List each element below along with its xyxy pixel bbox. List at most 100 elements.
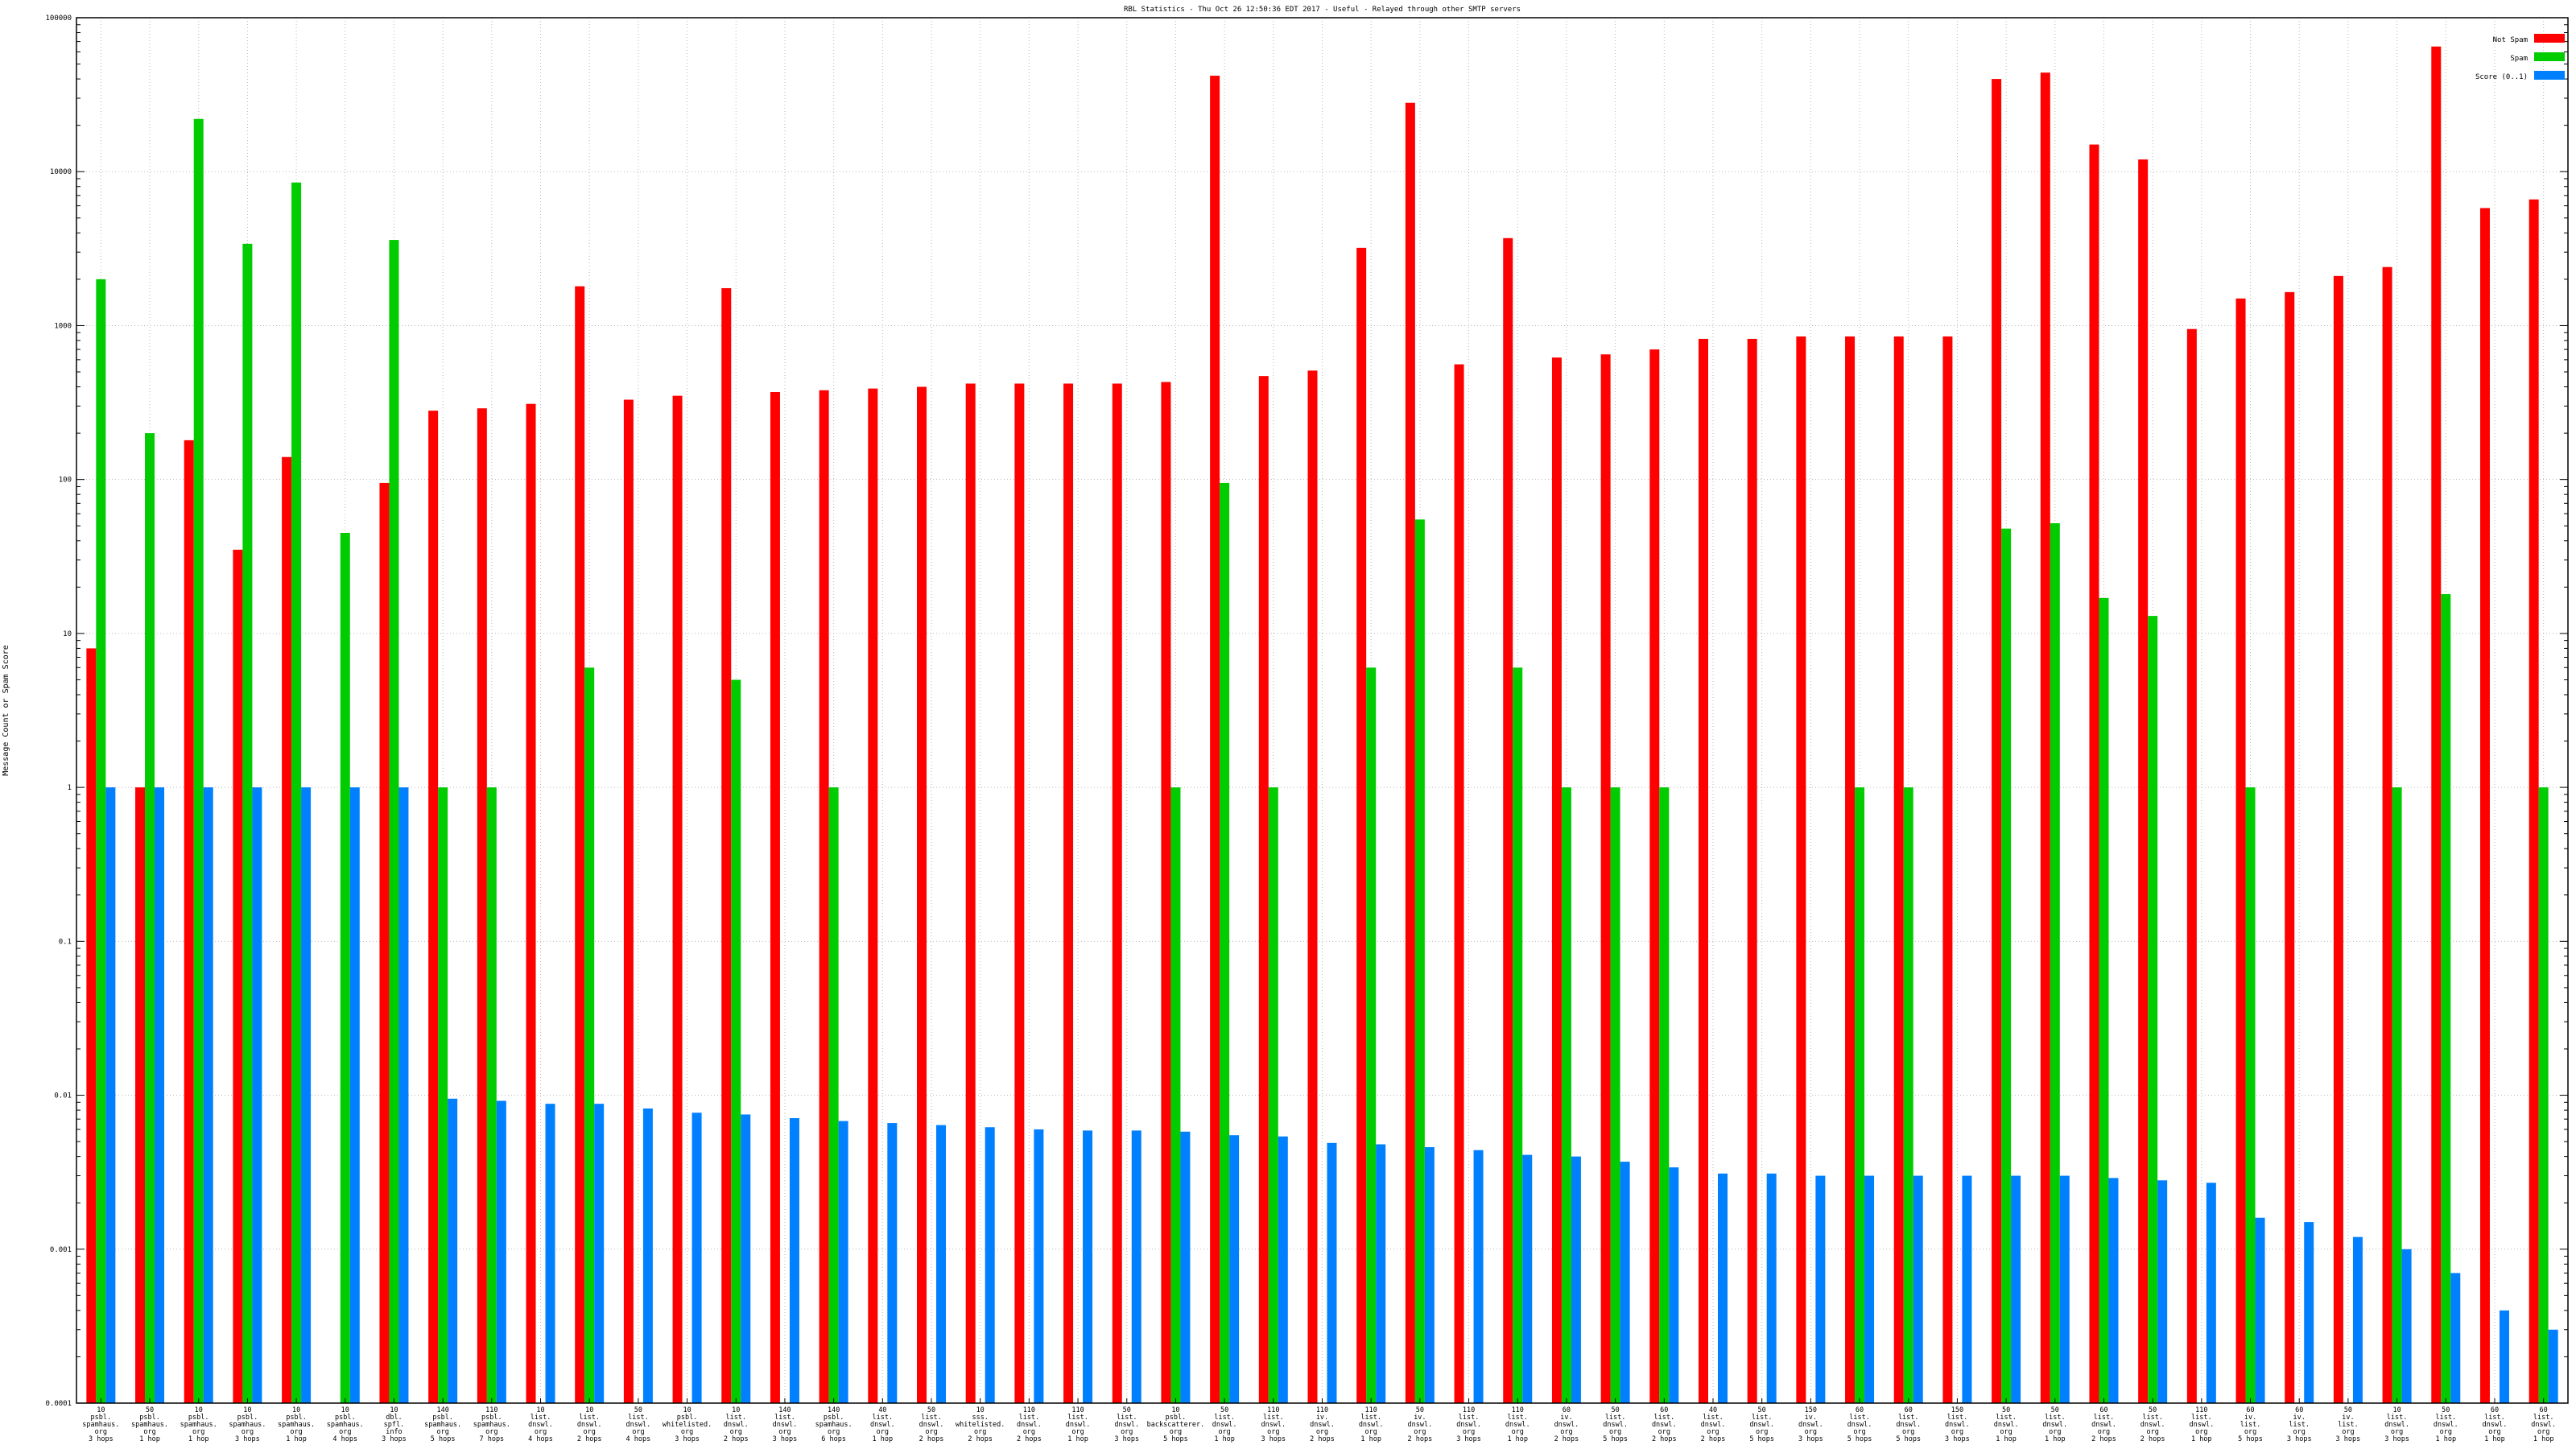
bar-score-0-1: [398, 787, 409, 1403]
x-category-label-line: dnswl.: [1212, 1421, 1237, 1429]
x-category-label: 50 psbl. spamhaus. org 1 hop: [131, 1406, 168, 1443]
x-category-label-line: spfl.: [384, 1421, 405, 1429]
bar-not-spam: [917, 386, 927, 1403]
x-category-label-line: list.: [1996, 1414, 2017, 1422]
bar-spam: [1220, 482, 1230, 1403]
x-category-label: 50 list. dnswl. org 1 hop: [2434, 1406, 2458, 1443]
x-category-label-line: psbl.: [237, 1414, 258, 1422]
x-category-label-line: backscatterer.: [1147, 1421, 1205, 1429]
x-category-label-line: 110: [1267, 1406, 1279, 1414]
bar-score-0-1: [349, 787, 360, 1403]
bar-score-0-1: [1180, 1131, 1191, 1403]
bar-not-spam: [2479, 208, 2490, 1403]
x-category-label-line: 110: [1023, 1406, 1035, 1414]
x-category-label-line: 10: [390, 1406, 398, 1414]
bar-not-spam: [1600, 354, 1611, 1403]
x-category-label-line: list.: [1117, 1414, 1137, 1422]
x-category-label: 10 psbl. backscatterer. org 5 hops: [1147, 1406, 1205, 1443]
x-category-label: 50 list. dnswl. org 1 hop: [1994, 1406, 2019, 1443]
bar-not-spam: [623, 399, 634, 1404]
x-category-label-line: list.: [2338, 1421, 2359, 1429]
x-category-label-line: list.: [1605, 1414, 1626, 1422]
x-category-label-line: 140: [778, 1406, 791, 1414]
x-category-label: 110 list. dnswl. org 1 hop: [1066, 1406, 1091, 1443]
legend-swatch: [2534, 52, 2565, 61]
x-category-label-line: dnswl.: [2042, 1421, 2067, 1429]
bar-not-spam: [2040, 72, 2050, 1403]
bar-spam: [2441, 594, 2451, 1403]
bar-not-spam: [672, 395, 683, 1403]
bar-score-0-1: [448, 1098, 458, 1403]
x-category-label-line: iv.: [1414, 1414, 1426, 1422]
bar-not-spam: [1551, 357, 1562, 1403]
x-category-label-line: 10: [97, 1406, 105, 1414]
bar-not-spam: [379, 482, 390, 1403]
x-category-label-line: 60: [2491, 1406, 2499, 1414]
bar-not-spam: [1356, 247, 1367, 1404]
x-category-label-line: psbl.: [824, 1414, 844, 1422]
x-category-label-line: 1 hop: [1360, 1435, 1381, 1443]
x-category-label-line: 60: [2099, 1406, 2107, 1414]
x-category-label-line: 60: [2246, 1406, 2254, 1414]
x-category-label-line: dnswl.: [1310, 1421, 1335, 1429]
x-category-label-line: dnswl.: [1945, 1421, 1970, 1429]
bar-score-0-1: [252, 787, 262, 1403]
x-category-label-line: 50: [927, 1406, 935, 1414]
x-category-label: 150 list. dnswl. org 3 hops: [1945, 1406, 1970, 1443]
x-category-label-line: org: [2391, 1428, 2403, 1436]
x-category-label-line: org: [2488, 1428, 2500, 1436]
x-category-label-line: 5 hops: [1896, 1435, 1921, 1443]
x-category-label-line: dnswl.: [1066, 1421, 1091, 1429]
x-category-label-line: 3 hops: [1114, 1435, 1139, 1443]
x-category-label-line: psbl.: [139, 1414, 160, 1422]
x-category-label: 10 psbl. whitelisted. org 3 hops: [663, 1406, 712, 1443]
x-category-label-line: 10: [341, 1406, 349, 1414]
x-category-label: 40 list. dnswl. org 2 hops: [1701, 1406, 1726, 1443]
x-category-label-line: 3 hops: [1456, 1435, 1481, 1443]
x-category-label-line: 110: [1463, 1406, 1475, 1414]
x-category-label-line: list.: [1947, 1414, 1968, 1422]
x-category-label-line: 50: [146, 1406, 154, 1414]
x-category-label-line: 50: [2051, 1406, 2059, 1414]
x-category-label-line: 1 hop: [286, 1435, 307, 1443]
bar-score-0-1: [155, 787, 165, 1403]
bar-spam: [1414, 519, 1425, 1403]
x-category-label-line: list.: [774, 1414, 795, 1422]
x-category-label-line: whitelisted.: [663, 1421, 712, 1429]
bar-not-spam: [1161, 382, 1171, 1403]
x-category-label-line: 5 hops: [2238, 1435, 2263, 1443]
x-category-label: 10 list. dnswl. org 2 hops: [724, 1406, 749, 1443]
bar-spam: [291, 182, 302, 1404]
bar-spam: [1855, 787, 1865, 1403]
x-category-label-line: spamhaus.: [82, 1421, 119, 1429]
x-category-label-line: dnswl.: [1505, 1421, 1530, 1429]
bar-score-0-1: [1083, 1130, 1093, 1403]
x-category-label-line: spamhaus.: [180, 1421, 217, 1429]
bar-score-0-1: [301, 787, 312, 1403]
bar-spam: [2001, 528, 2012, 1404]
bar-spam: [2392, 787, 2402, 1403]
y-tick-label: 100000: [45, 14, 72, 23]
legend-label: Spam: [2510, 55, 2528, 63]
x-category-label-line: org: [1707, 1428, 1719, 1436]
x-category-label-line: 10: [292, 1406, 300, 1414]
x-category-label-line: org: [2098, 1428, 2110, 1436]
x-category-label-line: 10: [732, 1406, 740, 1414]
bar-score-0-1: [2157, 1180, 2168, 1403]
x-category-label-line: org: [1463, 1428, 1475, 1436]
bar-spam: [1513, 667, 1523, 1403]
x-category-label-line: list.: [1263, 1414, 1284, 1422]
x-category-label-line: list.: [2142, 1414, 2163, 1422]
x-category-label-line: org: [1218, 1428, 1230, 1436]
y-tick-label: 10000: [50, 168, 72, 176]
bar-score-0-1: [496, 1100, 506, 1403]
x-category-label-line: org: [436, 1428, 448, 1436]
x-category-label-line: 3 hops: [1945, 1435, 1970, 1443]
bar-score-0-1: [1962, 1175, 1972, 1403]
x-category-label-line: dnswl.: [2189, 1421, 2214, 1429]
x-category-label: 110 list. dnswl. org 1 hop: [1359, 1406, 1384, 1443]
x-category-label: 10 dbl. spfl. info 3 hops: [382, 1406, 407, 1443]
x-category-label-line: dnswl.: [919, 1421, 944, 1429]
x-category-label-line: org: [1560, 1428, 1572, 1436]
x-category-label-line: 6 hops: [821, 1435, 846, 1443]
